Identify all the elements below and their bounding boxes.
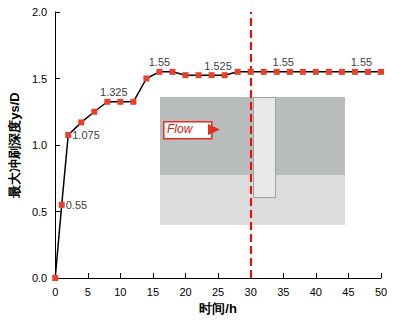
svg-text:50: 50 xyxy=(375,286,387,298)
svg-text:0.0: 0.0 xyxy=(32,272,47,284)
svg-text:1.525: 1.525 xyxy=(204,60,232,72)
svg-text:1.55: 1.55 xyxy=(351,56,372,68)
svg-text:15: 15 xyxy=(147,286,159,298)
svg-text:0.55: 0.55 xyxy=(66,199,87,211)
svg-text:45: 45 xyxy=(342,286,354,298)
svg-text:1.075: 1.075 xyxy=(72,129,100,141)
svg-text:1.5: 1.5 xyxy=(32,73,47,85)
svg-text:35: 35 xyxy=(277,286,289,298)
svg-text:10: 10 xyxy=(114,286,126,298)
svg-text:1.55: 1.55 xyxy=(273,56,294,68)
svg-text:5: 5 xyxy=(85,286,91,298)
svg-text:20: 20 xyxy=(179,286,191,298)
svg-text:最大冲刷深度ys/D: 最大冲刷深度ys/D xyxy=(7,92,22,198)
svg-text:25: 25 xyxy=(212,286,224,298)
svg-text:时间/h: 时间/h xyxy=(199,301,237,316)
svg-text:2.0: 2.0 xyxy=(32,6,47,18)
svg-text:30: 30 xyxy=(245,286,257,298)
svg-text:0: 0 xyxy=(52,286,58,298)
svg-text:1.55: 1.55 xyxy=(149,56,170,68)
svg-text:1.325: 1.325 xyxy=(100,86,128,98)
svg-text:40: 40 xyxy=(310,286,322,298)
svg-text:1.0: 1.0 xyxy=(32,139,47,151)
svg-text:0.5: 0.5 xyxy=(32,206,47,218)
svg-text:Flow: Flow xyxy=(167,122,194,136)
